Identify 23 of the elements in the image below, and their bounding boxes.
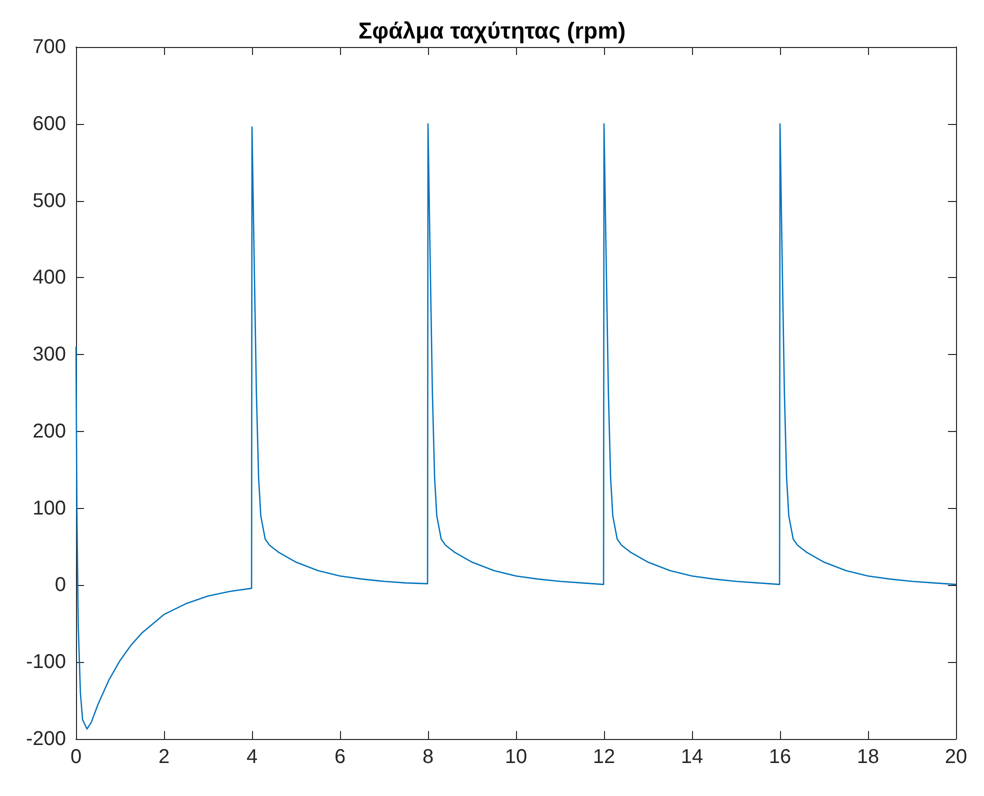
y-tick-label: 500 [32, 190, 66, 212]
x-tick-label: 2 [158, 746, 170, 768]
y-tick-label: 300 [32, 344, 66, 366]
x-tick-label: 8 [422, 746, 434, 768]
y-tick-label: 100 [32, 497, 66, 520]
chart-title: Σφάλμα ταχύτητας (rpm) [358, 18, 626, 44]
y-tick-label: 600 [32, 112, 66, 135]
y-tick-label: 0 [54, 574, 66, 596]
x-tick-label: 4 [246, 746, 258, 768]
y-tick-label: -100 [26, 651, 66, 674]
x-tick-label: 18 [856, 746, 880, 768]
x-tick-label: 16 [768, 746, 792, 768]
x-tick-label: 10 [504, 746, 528, 768]
y-tick-label: 200 [32, 420, 66, 442]
x-tick-label: 0 [70, 746, 82, 768]
y-tick-label: 700 [32, 36, 66, 58]
line-series [75, 123, 957, 730]
y-tick-label: -200 [26, 728, 66, 750]
y-tick-label: 400 [32, 266, 66, 289]
x-tick-label: 12 [592, 746, 616, 768]
x-tick-label: 6 [334, 746, 346, 768]
x-tick-label: 20 [944, 746, 968, 768]
x-tick-label: 14 [680, 746, 704, 768]
